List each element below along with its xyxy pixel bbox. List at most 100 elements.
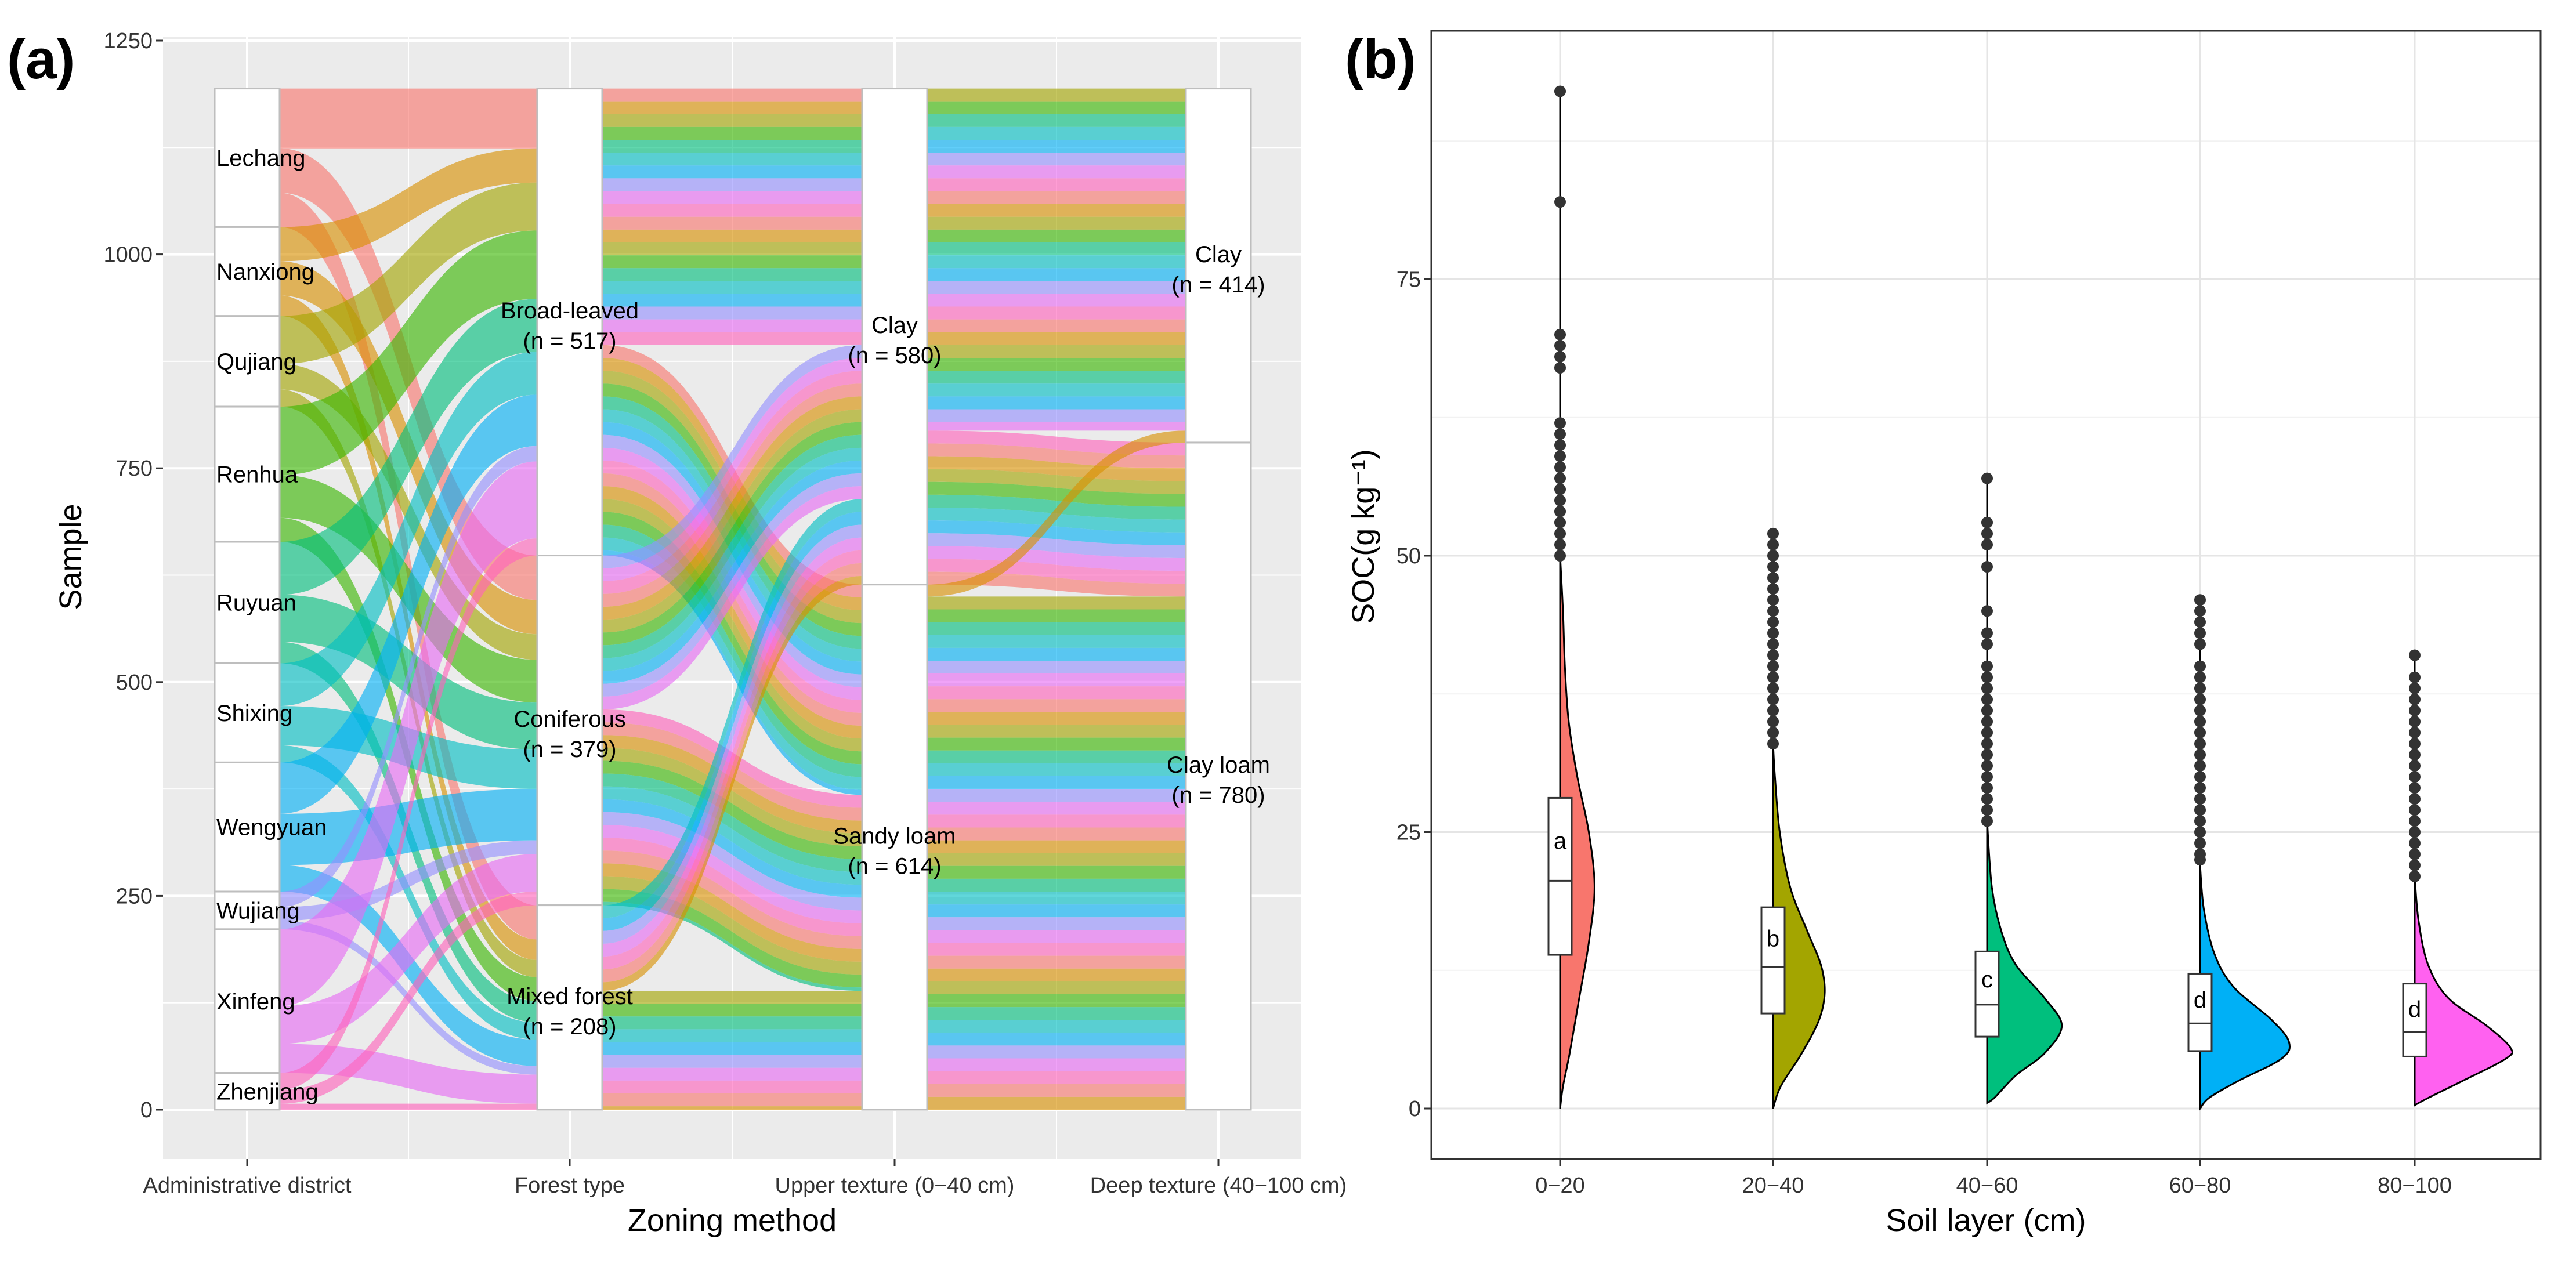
half-violin xyxy=(1986,821,2063,1105)
flow-ribbon xyxy=(280,892,537,1104)
box xyxy=(2402,983,2427,1057)
significance-letter: d xyxy=(2194,987,2206,1013)
group-0: a xyxy=(1547,85,1595,1109)
outlier-point xyxy=(2409,738,2421,750)
x-tick-label: 60−80 xyxy=(2169,1174,2231,1198)
flow-ribbon xyxy=(927,981,1186,994)
stratum-label: Clay xyxy=(871,313,918,338)
flow-ribbon xyxy=(927,763,1186,776)
outlier-point xyxy=(2409,837,2421,849)
outlier-point xyxy=(1554,328,1566,341)
flow-ribbon xyxy=(927,242,1186,256)
panel-label: (a) xyxy=(7,28,75,90)
stratum-box xyxy=(214,405,281,543)
flow-ribbon xyxy=(927,802,1186,815)
outlier-point xyxy=(1767,538,1779,550)
flow-ribbon xyxy=(927,508,1186,533)
flow-ribbon xyxy=(602,838,862,936)
stratum-box xyxy=(214,315,281,408)
stratum-label: Clay xyxy=(1195,242,1242,267)
flow-ribbon xyxy=(602,216,862,230)
outlier-point xyxy=(2409,848,2421,860)
outlier-point xyxy=(1554,450,1566,462)
y-tick-label: 750 xyxy=(116,457,153,481)
flow-ribbon xyxy=(927,559,1186,584)
outlier-point xyxy=(1767,616,1779,628)
outlier-point xyxy=(2409,771,2421,783)
flow-ribbon xyxy=(602,294,862,307)
outlier-point xyxy=(1767,527,1779,539)
flow-ribbon xyxy=(602,345,862,568)
stratum-box xyxy=(861,584,928,1111)
outlier-point xyxy=(2194,627,2206,639)
flow-ribbon xyxy=(927,191,1186,204)
flow-ribbon xyxy=(927,114,1186,127)
flow-ribbon xyxy=(927,955,1186,969)
half-violin xyxy=(1772,743,1826,1109)
axis-strata-2: Clay (n = 580) Sandy loam (n = 614) xyxy=(833,88,956,1111)
stratum-label: Nanxiong xyxy=(216,259,314,285)
outlier-point xyxy=(1981,693,1993,705)
flow-ribbon xyxy=(280,538,537,1091)
flow-ribbon xyxy=(927,596,1186,610)
outlier-point xyxy=(2194,682,2206,694)
flow-ribbon xyxy=(602,486,862,709)
outlier-point xyxy=(2194,793,2206,805)
axis-strata-3: Clay (n = 414) Clay loam (n = 780) xyxy=(1167,88,1270,1111)
box xyxy=(1974,950,2000,1038)
flow-ribbon xyxy=(927,546,1186,571)
outlier-point xyxy=(1981,472,1993,484)
significance-letter: a xyxy=(1554,828,1567,854)
box xyxy=(1760,906,1786,1015)
flow-ribbon xyxy=(602,422,862,646)
flow-ribbon xyxy=(927,332,1186,345)
plot-border xyxy=(1430,30,2542,1160)
outlier-point xyxy=(1767,649,1779,661)
stratum-label: Renhua xyxy=(216,462,298,488)
outlier-point xyxy=(2194,638,2206,650)
x-axis-title: Zoning method xyxy=(628,1203,837,1238)
flow-ribbon xyxy=(927,306,1186,320)
flow-ribbon xyxy=(602,319,862,332)
flow-ribbon xyxy=(602,799,862,898)
outlier-point xyxy=(1981,627,1993,639)
flow-ribbon xyxy=(927,1071,1186,1084)
outlier-point xyxy=(2409,693,2421,705)
outlier-point xyxy=(1981,671,1993,683)
flow-ribbon xyxy=(602,447,862,671)
outlier-point xyxy=(1767,583,1779,595)
flow-ribbon xyxy=(602,204,862,217)
flow-ribbon xyxy=(927,750,1186,763)
outlier-point xyxy=(1767,682,1779,694)
outlier-point xyxy=(1767,561,1779,573)
flow-ribbon xyxy=(280,1044,537,1104)
flow-ribbon xyxy=(602,114,862,127)
outlier-point xyxy=(1981,793,1993,805)
flow-ribbon xyxy=(927,660,1186,674)
outlier-point xyxy=(1981,715,1993,727)
outlier-point xyxy=(1981,726,1993,738)
outlier-point xyxy=(2194,782,2206,794)
group-1: b xyxy=(1760,527,1826,1109)
flow-ribbon xyxy=(602,850,862,949)
outlier-point xyxy=(1554,461,1566,473)
flow-ribbon xyxy=(602,1106,862,1110)
box xyxy=(2187,972,2213,1052)
flow-ribbon xyxy=(927,140,1186,153)
flow-ribbon xyxy=(602,153,862,166)
flow-ribbon xyxy=(927,358,1186,371)
flow-ribbon xyxy=(927,1096,1186,1110)
flow-ribbon xyxy=(602,1067,862,1081)
flow-ribbon xyxy=(927,968,1186,981)
stratum-box xyxy=(214,662,281,763)
flow-ribbon xyxy=(602,825,862,923)
flow-ribbon xyxy=(280,1103,537,1110)
flow-ribbon xyxy=(602,434,862,658)
outlier-point xyxy=(1554,472,1566,484)
flow-ribbon xyxy=(602,383,862,607)
y-tick-label: 1250 xyxy=(103,29,153,53)
x-axis-title: Soil layer (cm) xyxy=(1886,1203,2086,1238)
outlier-point xyxy=(1981,704,1993,716)
half-violin xyxy=(1559,555,1595,1109)
